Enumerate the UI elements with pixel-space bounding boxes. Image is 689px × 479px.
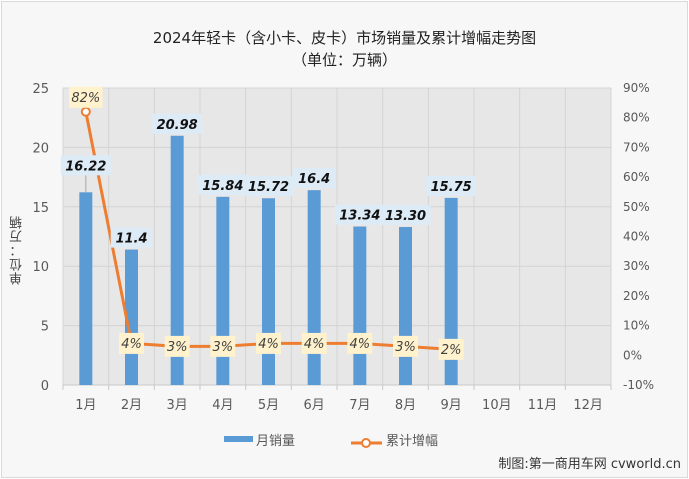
y2-tick-label: 10% [623,319,650,333]
bar-value-label: 11.4 [115,232,147,247]
line-value-label: 3% [213,340,234,355]
line-value-label: 4% [258,337,279,352]
y-tick-label: 10 [32,260,49,275]
y2-tick-label: 70% [623,140,650,154]
bar-label-bg [197,174,248,195]
line-value-label: 4% [304,337,325,352]
line-label-bg [347,332,373,354]
x-tick-label: 12月 [573,398,603,413]
legend-line-label: 累计增幅 [386,434,438,449]
line-value-label: 4% [121,337,142,352]
bar-label-bg [60,155,111,176]
x-tick-label: 1月 [75,398,96,413]
y-tick-label: 5 [41,320,49,335]
bar [353,226,367,385]
bar [170,135,184,385]
bar-label-bg [152,113,203,134]
y-tick-label: 15 [32,201,49,216]
x-tick-label: 7月 [349,398,370,413]
bar-label-bg [334,204,385,225]
bar-value-label: 15.84 [202,179,243,194]
chart-subtitle: （单位：万辆） [291,51,397,69]
x-tick-label: 4月 [212,398,233,413]
y2-tick-label: 30% [623,259,650,273]
line-value-label: 3% [167,340,188,355]
bar-value-label: 20.98 [157,118,198,133]
line-label-bg [119,332,144,354]
legend-line-marker [361,438,371,448]
y-tick-label: 0 [41,379,49,394]
bar-value-label: 13.30 [385,209,426,224]
y2-tick-label: 60% [623,170,650,184]
bar-value-label: 15.72 [248,180,289,195]
y2-tick-label: 20% [623,289,650,303]
y-tick-label: 25 [32,82,49,97]
line-value-label: 82% [71,91,100,106]
line-value-label: 4% [350,337,371,352]
bar-label-bg [243,176,294,197]
y-tick-label: 20 [32,141,49,156]
bar [262,198,275,385]
bar-value-label: 15.75 [431,180,472,195]
bar-label-bg [110,227,153,248]
x-tick-label: 10月 [482,398,512,413]
y2-tick-label: 40% [623,230,650,244]
bar-label-bg [380,204,431,225]
line-label-bg [301,332,327,354]
legend-bar-label: 月销量 [256,434,295,449]
line-label-bg [210,335,236,357]
y2-tick-label: -10% [623,378,654,392]
y2-tick-label: 80% [623,111,650,125]
y2-tick-label: 0% [623,348,642,362]
line-label-bg [69,86,103,108]
x-tick-label: 5月 [258,398,279,413]
legend-bar-swatch [224,436,253,442]
line-value-label: 2% [441,343,462,358]
bar-label-bg [293,168,335,189]
x-tick-label: 3月 [167,398,188,413]
bar-value-label: 13.34 [339,209,380,224]
line-label-bg [438,338,464,360]
chart-title: 2024年轻卡（含小卡、皮卡）市场销量及累计增幅走势图 [152,29,537,47]
line-label-bg [256,332,281,354]
line-marker [80,106,91,117]
x-tick-label: 8月 [395,398,416,413]
x-tick-label: 9月 [441,398,462,413]
y2-tick-label: 90% [623,81,650,95]
line-value-label: 3% [395,340,416,355]
x-tick-label: 6月 [304,398,325,413]
line-label-bg [164,335,190,357]
bar [399,226,412,385]
line-label-bg [393,335,418,357]
bar-value-label: 16.22 [65,159,106,174]
bar [307,190,321,385]
bar-label-bg [426,175,477,196]
credit-text: 制图:第一商用车网 cvworld.cn [498,457,681,472]
bar [444,197,458,385]
x-tick-label: 2月 [121,398,142,413]
bar-value-label: 16.4 [298,172,330,187]
bar [79,192,93,385]
y2-tick-label: 50% [623,200,650,214]
x-tick-label: 11月 [528,398,558,413]
